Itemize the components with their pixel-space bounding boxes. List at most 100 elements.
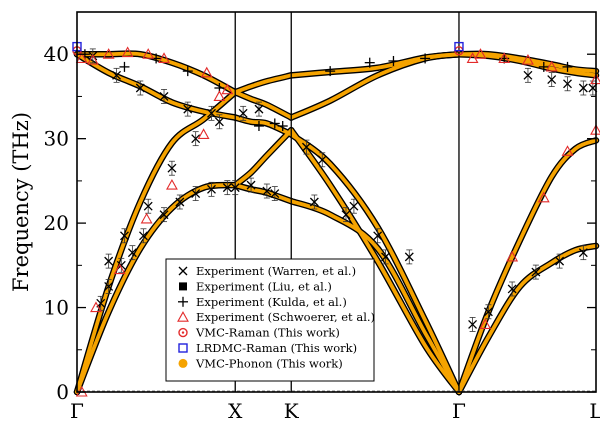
data-point — [555, 256, 565, 266]
data-point — [507, 284, 517, 294]
legend-marker — [178, 327, 188, 338]
data-point — [113, 263, 126, 275]
phonon-bands-layer — [73, 50, 600, 396]
phonon-band — [457, 244, 598, 394]
data-point — [75, 52, 88, 63]
data-point — [317, 155, 327, 165]
data-point — [262, 186, 272, 196]
data-point — [121, 46, 134, 58]
data-point — [561, 145, 574, 156]
data-point — [167, 163, 177, 173]
data-point — [468, 319, 478, 329]
legend: Experiment (Warren, et al.)Experiment (L… — [165, 258, 375, 382]
legend-label: VMC-Raman (This work) — [195, 326, 340, 340]
plot-frame — [76, 11, 597, 393]
data-point — [158, 52, 170, 63]
phonon-band — [457, 52, 598, 74]
data-point — [200, 66, 213, 78]
data-point — [454, 41, 464, 52]
data-point — [159, 91, 169, 101]
data-point — [138, 231, 148, 241]
phonon-band — [75, 183, 238, 394]
data-point — [562, 61, 573, 72]
legend-marker — [178, 296, 188, 307]
legend-marker — [178, 343, 188, 353]
data-point — [221, 83, 234, 95]
data-point — [270, 189, 280, 199]
data-point — [104, 281, 114, 291]
legend-box — [165, 258, 375, 382]
x-path-label: X — [228, 399, 243, 421]
data-point — [538, 61, 549, 72]
axis-ticks — [77, 53, 596, 393]
y-tick-label: 40 — [44, 42, 69, 66]
data-point — [253, 121, 264, 131]
data-point — [191, 134, 201, 144]
data-point — [309, 197, 319, 207]
data-point — [222, 183, 232, 193]
data-point — [238, 108, 248, 118]
legend-label: LRDMC-Raman (This work) — [196, 341, 357, 355]
data-point — [230, 183, 240, 193]
data-point — [197, 128, 210, 139]
data-point — [483, 307, 493, 317]
phonon-band — [233, 183, 294, 204]
phonon-band — [289, 199, 461, 394]
data-point — [183, 104, 193, 114]
y-tick-label: 30 — [44, 127, 69, 151]
legend-label: Experiment (Kulda, et al.) — [196, 295, 347, 309]
data-point — [207, 108, 216, 118]
y-tick-label: 20 — [44, 211, 69, 235]
data-point — [531, 267, 541, 277]
legend-marker — [178, 266, 188, 276]
phonon-band — [75, 52, 238, 120]
data-point — [545, 60, 558, 72]
data-point — [301, 142, 311, 152]
data-point — [191, 189, 201, 199]
data-point — [466, 52, 479, 63]
data-point — [120, 231, 129, 241]
legend-label: Experiment (Warren, et al.) — [196, 264, 356, 278]
band-outline — [455, 242, 600, 396]
data-point — [325, 66, 336, 77]
data-point — [104, 256, 114, 266]
data-point — [116, 260, 126, 270]
data-point — [474, 48, 487, 59]
data-point — [86, 54, 99, 65]
phonon-band — [289, 52, 461, 78]
data-point — [182, 66, 193, 77]
data-point — [479, 318, 492, 329]
legend-label: VMC-Phonon (This work) — [195, 356, 343, 370]
experiment-points-layer — [72, 41, 600, 397]
data-point — [143, 201, 153, 211]
data-point — [373, 231, 383, 241]
data-point — [142, 48, 155, 59]
phonon-band — [289, 52, 461, 120]
data-point — [578, 83, 588, 93]
legend-marker — [178, 358, 188, 368]
data-point — [506, 250, 519, 262]
data-point — [341, 210, 351, 220]
phonon-band — [289, 128, 461, 394]
phonon-band — [233, 73, 294, 95]
data-point — [404, 252, 414, 262]
data-point — [102, 48, 115, 59]
legend-marker — [177, 311, 189, 322]
data-point — [90, 301, 102, 313]
data-point — [246, 180, 256, 190]
x-path-label: Γ — [452, 399, 466, 421]
data-point — [381, 252, 391, 262]
data-point — [498, 52, 511, 63]
data-point — [175, 197, 185, 207]
data-point — [563, 79, 572, 89]
legend-label: Experiment (Liu, et al.) — [196, 279, 332, 293]
data-point — [159, 210, 169, 220]
data-point — [207, 184, 216, 194]
data-point — [277, 121, 288, 131]
data-point — [547, 75, 557, 85]
phonon-band — [289, 132, 461, 394]
data-point — [135, 83, 145, 93]
phonon-band — [233, 128, 294, 188]
data-point — [213, 90, 226, 101]
